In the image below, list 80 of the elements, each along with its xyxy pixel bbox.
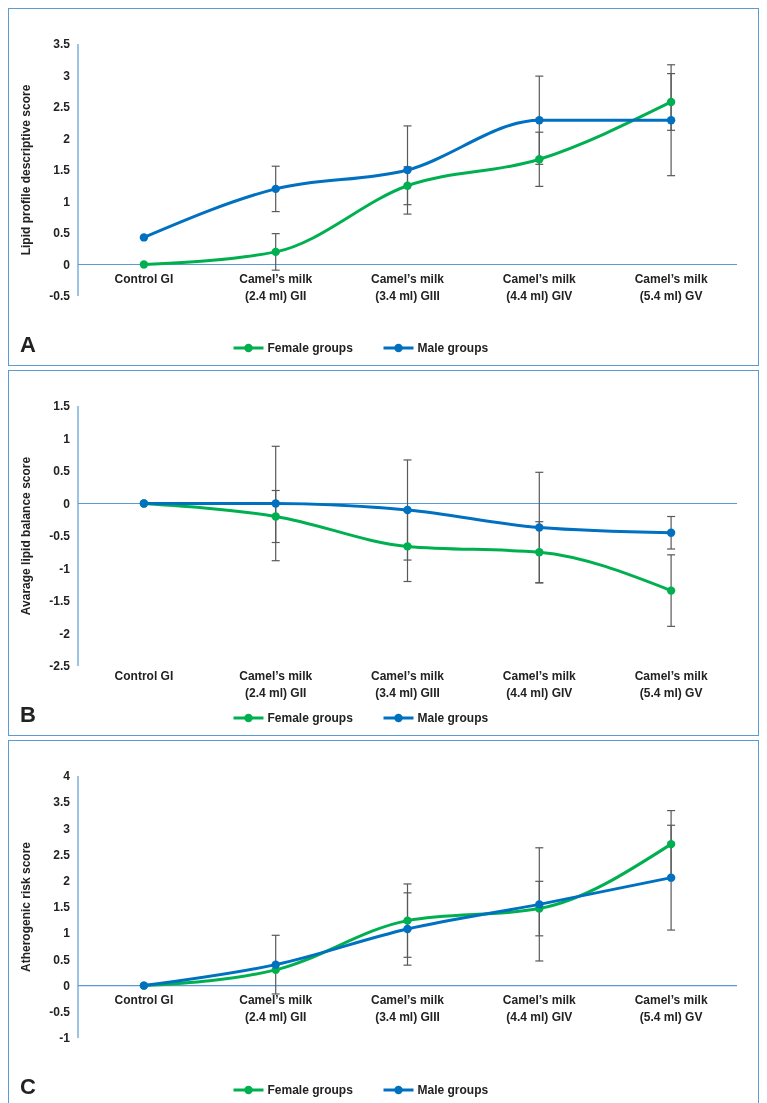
- text: A: [20, 332, 36, 357]
- x-tick-label: Camel’s milk (5.4 ml) GV: [634, 992, 708, 1024]
- point: [403, 505, 412, 515]
- text: C: [20, 1074, 36, 1099]
- point: [403, 165, 412, 175]
- point: [139, 260, 149, 269]
- y-tick-label: 0.5: [53, 464, 71, 479]
- point: [271, 499, 280, 508]
- x-tick-label: Camel’s milk (2.4 ml) GII: [239, 271, 313, 303]
- point: [403, 181, 412, 190]
- x-tick-label: Control GI: [114, 669, 174, 683]
- legend-label: Male groups: [417, 1083, 489, 1098]
- point: [403, 542, 412, 551]
- point: [271, 247, 280, 257]
- point: [666, 528, 676, 537]
- legend-label: Female groups: [267, 341, 354, 356]
- y-tick-label: 0: [63, 257, 71, 272]
- point: [535, 900, 544, 909]
- y-tick-label: -1: [59, 561, 71, 576]
- y-tick-label: 1: [63, 194, 71, 209]
- point: [271, 184, 280, 194]
- y-tick-label: 3: [63, 821, 71, 836]
- x-tick-label: Camel’s milk (3.4 ml) GIII: [371, 992, 445, 1024]
- point: [271, 960, 280, 969]
- point: [271, 512, 280, 521]
- y-tick-label: -2: [59, 626, 71, 641]
- point: [535, 116, 544, 125]
- y-tick-label: 0: [63, 978, 71, 993]
- y-tick-label: 1: [63, 431, 71, 446]
- x-tick-label: Control GI: [114, 992, 174, 1007]
- x-tick-label: Camel’s milk (2.4 ml) GII: [239, 669, 313, 700]
- y-tick-label: -0.5: [49, 1005, 71, 1019]
- y-tick-label: 3.5: [53, 37, 71, 52]
- y-tick-label: 3: [63, 68, 71, 83]
- y-axis-title: Lipid profile descriptive score: [19, 84, 33, 256]
- y-tick-label: 2: [63, 874, 71, 888]
- y-tick-label: -1.5: [49, 594, 71, 609]
- point: [535, 548, 544, 557]
- x-tick-label: Control GI: [114, 271, 174, 286]
- x-tick-label: Camel’s milk (3.4 ml) GIII: [371, 271, 445, 303]
- y-tick-label: 0.5: [53, 226, 71, 241]
- y-axis-title: Atherogenic risk score: [19, 841, 33, 973]
- point: [535, 155, 544, 164]
- point: [535, 523, 544, 532]
- point: [139, 233, 149, 242]
- point: [666, 873, 676, 882]
- x-tick-label: Camel’s milk (5.4 ml) GV: [634, 271, 708, 303]
- point: [403, 924, 412, 934]
- y-tick-label: 1.5: [53, 399, 71, 414]
- x-tick-label: Camel’s milk (4.4 ml) GIV: [502, 271, 577, 303]
- x-tick-label: Camel’s milk (3.4 ml) GIII: [371, 669, 445, 700]
- y-tick-label: 0: [63, 496, 71, 511]
- point: [666, 116, 676, 125]
- point: [666, 97, 676, 107]
- y-tick-label: 3.5: [53, 795, 71, 810]
- y-tick-label: 2: [63, 131, 71, 146]
- y-tick-label: 4: [63, 769, 71, 784]
- y-tick-label: -0.5: [49, 529, 71, 544]
- y-tick-label: -1: [59, 1031, 71, 1046]
- x-tick-label: Camel’s milk (4.4 ml) GIV: [502, 992, 577, 1024]
- y-tick-label: 2.5: [53, 100, 71, 115]
- y-tick-label: 1.5: [53, 900, 71, 915]
- text: B: [20, 702, 36, 727]
- y-axis-title: Avarage lipid balance score: [19, 456, 33, 616]
- y-tick-label: 1.5: [53, 163, 71, 178]
- point: [403, 916, 412, 925]
- y-tick-label: 1: [63, 926, 71, 941]
- legend-label: Female groups: [267, 711, 354, 726]
- x-tick-label: Camel’s milk (4.4 ml) GIV: [502, 669, 577, 700]
- y-tick-label: -0.5: [49, 289, 71, 304]
- point: [666, 586, 676, 595]
- x-tick-label: Camel’s milk (2.4 ml) GII: [239, 992, 313, 1024]
- y-tick-label: 0.5: [53, 952, 71, 967]
- legend-label: Male groups: [417, 711, 489, 726]
- point: [666, 839, 676, 849]
- legend-label: Female groups: [267, 1083, 354, 1098]
- legend-label: Male groups: [417, 341, 489, 356]
- y-tick-label: -2.5: [49, 659, 71, 674]
- y-tick-label: 2.5: [53, 847, 71, 862]
- x-tick-label: Camel’s milk (5.4 ml) GV: [634, 669, 708, 700]
